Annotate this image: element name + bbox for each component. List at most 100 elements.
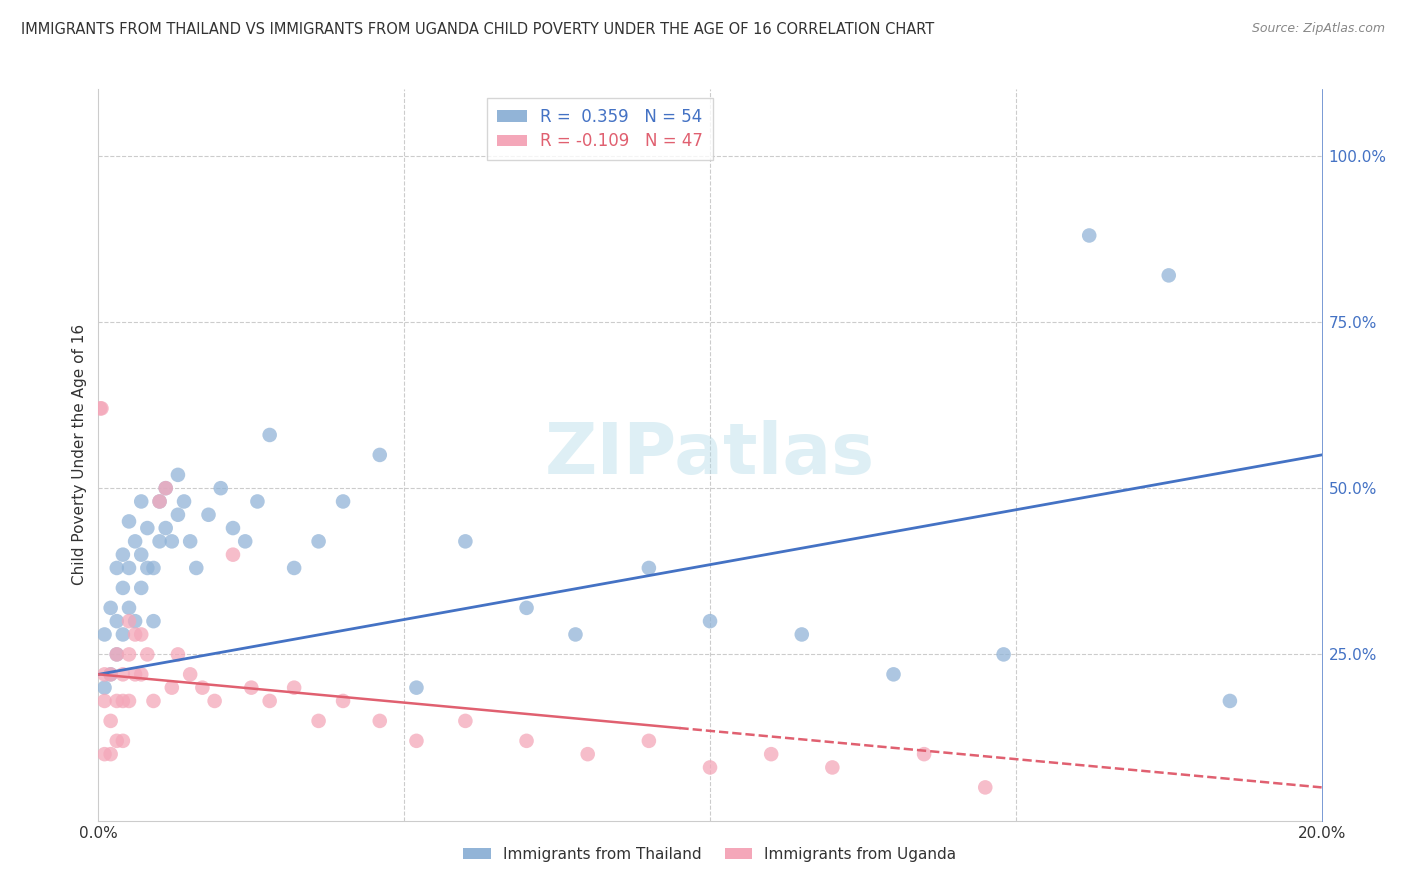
Point	[118, 600, 141, 615]
Point	[332, 494, 354, 508]
Point	[167, 648, 190, 662]
Point	[197, 508, 219, 522]
Point	[160, 534, 183, 549]
Point	[136, 561, 159, 575]
Point	[129, 494, 152, 508]
Point	[308, 714, 330, 728]
Point	[160, 681, 183, 695]
Text: IMMIGRANTS FROM THAILAND VS IMMIGRANTS FROM UGANDA CHILD POVERTY UNDER THE AGE O: IMMIGRANTS FROM THAILAND VS IMMIGRANTS F…	[21, 22, 935, 37]
Point	[100, 747, 122, 761]
Point	[259, 428, 281, 442]
Point	[142, 694, 165, 708]
Point	[111, 694, 134, 708]
Point	[167, 508, 190, 522]
Point	[516, 600, 538, 615]
Point	[222, 548, 245, 562]
Point	[124, 534, 146, 549]
Point	[136, 521, 159, 535]
Point	[332, 694, 354, 708]
Point	[637, 734, 661, 748]
Point	[790, 627, 813, 641]
Point	[118, 694, 141, 708]
Point	[1219, 694, 1241, 708]
Point	[129, 548, 152, 562]
Point	[111, 667, 134, 681]
Point	[564, 627, 586, 641]
Point	[155, 481, 177, 495]
Point	[118, 561, 141, 575]
Point	[105, 648, 128, 662]
Point	[883, 667, 905, 681]
Point	[259, 694, 281, 708]
Point	[100, 714, 122, 728]
Point	[149, 494, 172, 508]
Text: ZIPatlas: ZIPatlas	[546, 420, 875, 490]
Point	[118, 648, 141, 662]
Point	[149, 494, 172, 508]
Point	[100, 667, 122, 681]
Point	[209, 481, 232, 495]
Point	[124, 627, 146, 641]
Point	[124, 614, 146, 628]
Point	[142, 614, 165, 628]
Point	[167, 467, 190, 482]
Point	[1078, 228, 1101, 243]
Point	[699, 614, 721, 628]
Point	[105, 561, 128, 575]
Text: Source: ZipAtlas.com: Source: ZipAtlas.com	[1251, 22, 1385, 36]
Point	[637, 561, 661, 575]
Point	[368, 448, 391, 462]
Point	[129, 581, 152, 595]
Legend: Immigrants from Thailand, Immigrants from Uganda: Immigrants from Thailand, Immigrants fro…	[457, 840, 963, 868]
Point	[111, 627, 134, 641]
Point	[576, 747, 599, 761]
Point	[93, 627, 115, 641]
Point	[93, 667, 115, 681]
Point	[186, 561, 208, 575]
Point	[105, 734, 128, 748]
Point	[129, 667, 152, 681]
Point	[993, 648, 1015, 662]
Point	[308, 534, 330, 549]
Point	[454, 714, 477, 728]
Point	[105, 648, 128, 662]
Point	[93, 694, 115, 708]
Point	[405, 734, 427, 748]
Point	[105, 614, 128, 628]
Point	[974, 780, 997, 795]
Point	[118, 614, 141, 628]
Point	[240, 681, 263, 695]
Point	[93, 681, 115, 695]
Point	[233, 534, 256, 549]
Point	[454, 534, 477, 549]
Point	[149, 534, 172, 549]
Point	[516, 734, 538, 748]
Point	[283, 561, 305, 575]
Point	[821, 760, 844, 774]
Point	[179, 534, 201, 549]
Point	[155, 521, 177, 535]
Point	[129, 627, 152, 641]
Point	[191, 681, 214, 695]
Point	[111, 548, 134, 562]
Point	[136, 648, 159, 662]
Point	[405, 681, 427, 695]
Y-axis label: Child Poverty Under the Age of 16: Child Poverty Under the Age of 16	[72, 325, 87, 585]
Point	[90, 401, 112, 416]
Point	[142, 561, 165, 575]
Point	[111, 734, 134, 748]
Point	[912, 747, 935, 761]
Point	[155, 481, 177, 495]
Point	[111, 581, 134, 595]
Point	[1157, 268, 1180, 283]
Point	[699, 760, 721, 774]
Point	[283, 681, 305, 695]
Point	[100, 600, 122, 615]
Point	[173, 494, 195, 508]
Point	[222, 521, 245, 535]
Point	[105, 694, 128, 708]
Point	[100, 667, 122, 681]
Point	[368, 714, 391, 728]
Point	[93, 747, 115, 761]
Point	[89, 401, 111, 416]
